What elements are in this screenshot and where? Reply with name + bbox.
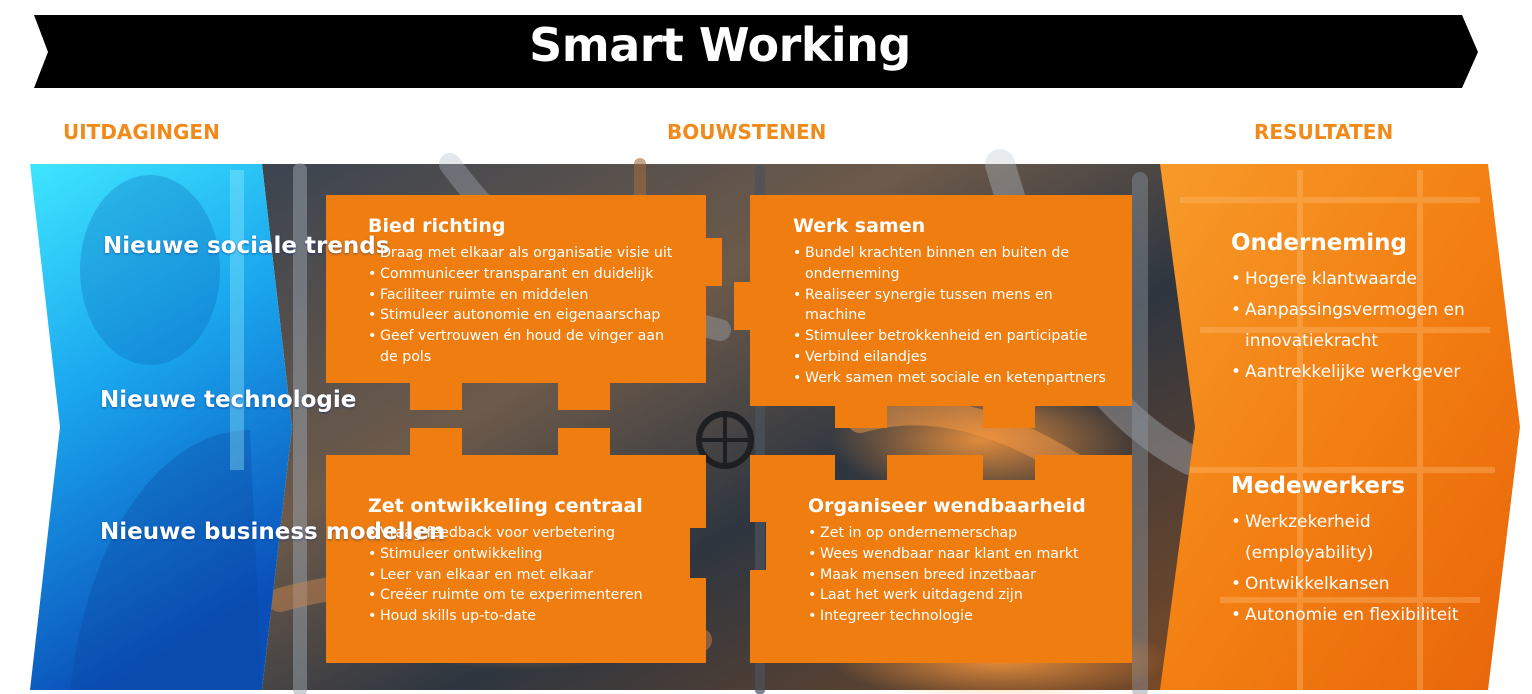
block-title: Zet ontwikkeling centraal — [368, 495, 643, 517]
block-item: • Stimuleer autonomie en eigenaarschap — [368, 307, 661, 324]
result-item: • Aanpassingsvermogen en innovatiekracht — [1231, 300, 1465, 351]
block-title: Werk samen — [793, 215, 926, 237]
building-block-tiles — [326, 195, 1132, 663]
block-item: • Maak mensen breed inzetbaar — [808, 566, 1036, 583]
block-zet-ontwikkeling-centraal: Zet ontwikkeling centraal • Vraag feedbac… — [368, 495, 678, 627]
block-item: • Laat het werk uitdagend zijn — [808, 587, 1023, 604]
column-heading-building-blocks: BOUWSTENEN — [667, 120, 827, 144]
result-item: • Hogere klantwaarde — [1231, 269, 1418, 289]
challenge-business-models: Nieuwe business modellen — [100, 519, 446, 545]
block-item: • Stimuleer ontwikkeling — [368, 545, 543, 562]
result-item: • Werkzekerheid (employability) — [1231, 512, 1374, 563]
results-panel — [1160, 164, 1520, 690]
block-item: • Vraag feedback voor verbetering — [368, 525, 615, 541]
block-bied-richting: Bied richting • Draag met elkaar als orga… — [368, 215, 678, 368]
challenges-panel — [30, 164, 292, 690]
block-item: • Geef vertrouwen én houd de vinger aan d… — [368, 328, 664, 365]
block-item: • Realiseer synergie tussen mens en machi… — [793, 286, 1053, 324]
block-item: • Zet in op ondernemerschap — [808, 525, 1018, 541]
tile-shape-werk-samen — [734, 195, 1132, 428]
banner-arrow-shape — [34, 15, 1478, 88]
block-item: • Draag met elkaar als organisatie visie … — [368, 245, 673, 261]
block-item: • Faciliteer ruimte en middelen — [368, 286, 589, 303]
block-item: • Verbind eilandjes — [793, 348, 927, 365]
block-item: • Bundel krachten binnen en buiten de ond… — [793, 245, 1070, 282]
result-medewerkers: Medewerkers • Werkzekerheid (employabilit… — [1231, 473, 1501, 631]
block-item: • Leer van elkaar en met elkaar — [368, 566, 594, 583]
result-onderneming: Onderneming • Hogere klantwaarde • Aanpass… — [1231, 230, 1501, 388]
result-title: Medewerkers — [1231, 473, 1406, 499]
block-title: Bied richting — [368, 215, 506, 237]
block-item: • Stimuleer betrokkenheid en participatie — [793, 328, 1088, 345]
result-item: • Aantrekkelijke werkgever — [1231, 362, 1461, 382]
block-title: Organiseer wendbaarheid — [808, 495, 1086, 517]
block-werk-samen: Werk samen • Bundel krachten binnen en bu… — [793, 215, 1118, 389]
challenge-social-trends: Nieuwe sociale trends — [103, 233, 390, 259]
column-heading-challenges: UITDAGINGEN — [63, 120, 220, 144]
page-title: Smart Working — [529, 18, 911, 72]
block-item: • Creëer ruimte om te experimenteren — [368, 587, 643, 604]
column-heading-results: RESULTATEN — [1254, 120, 1394, 144]
tile-shape-organiseer-wendbaarheid — [750, 455, 1132, 663]
tile-shape-zet-ontwikkeling — [326, 428, 706, 663]
result-item: • Autonomie en flexibiliteit — [1231, 605, 1459, 625]
result-title: Onderneming — [1231, 230, 1407, 256]
block-item: • Wees wendbaar naar klant en markt — [808, 545, 1079, 562]
block-organiseer-wendbaarheid: Organiseer wendbaarheid • Zet in op onder… — [808, 495, 1118, 627]
title-banner: Smart Working — [0, 0, 1532, 100]
block-item: • Integreer technologie — [808, 608, 973, 625]
result-item: • Ontwikkelkansen — [1231, 574, 1390, 594]
block-item: • Communiceer transparant en duidelijk — [368, 265, 654, 282]
challenge-technology: Nieuwe technologie — [100, 387, 357, 413]
block-item: • Houd skills up-to-date — [368, 608, 536, 625]
block-item: • Werk samen met sociale en ketenpartners — [793, 369, 1106, 386]
tile-shape-bied-richting — [326, 195, 722, 410]
